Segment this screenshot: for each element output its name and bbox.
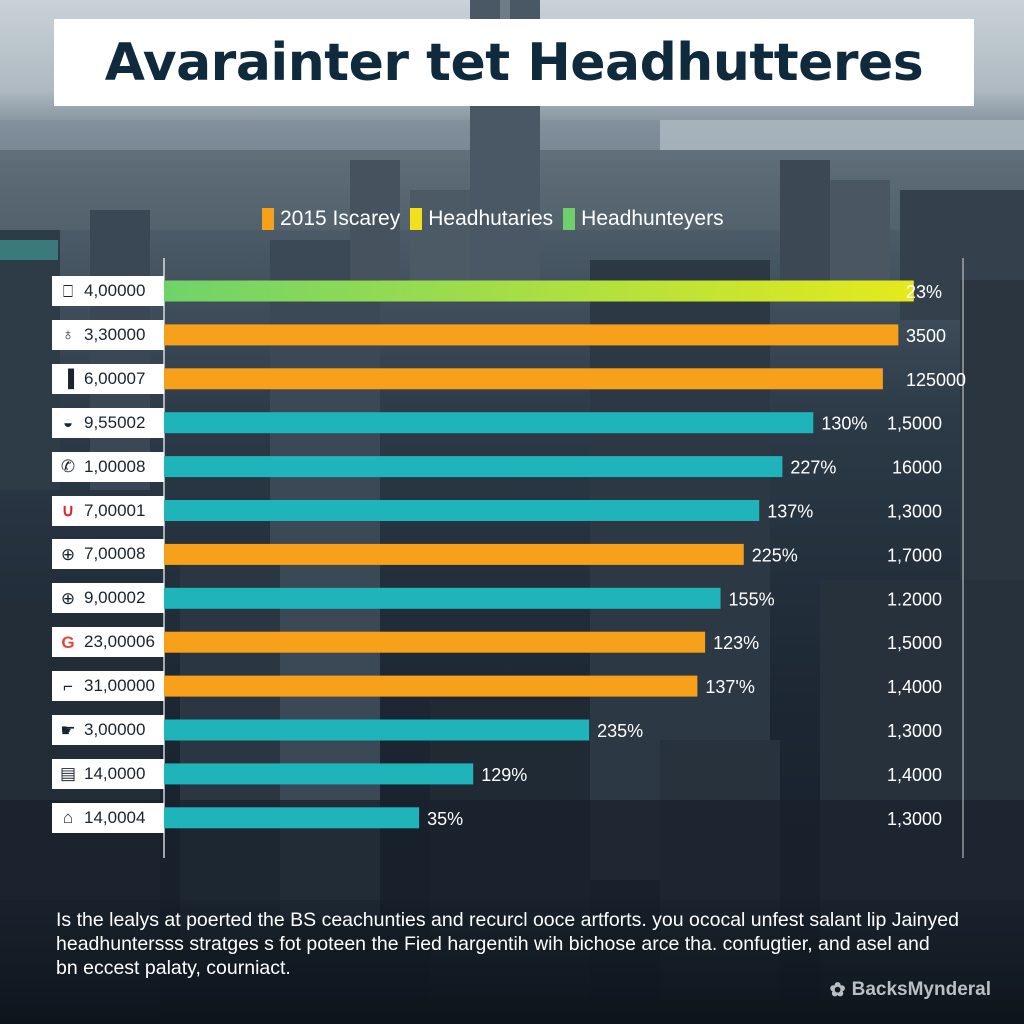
ticket-icon: ▤ — [59, 764, 77, 784]
row-label-9: G 23,00006 — [52, 627, 164, 658]
row-label-text: 23,00006 — [84, 632, 155, 652]
bar-value-label-13: 35% — [427, 809, 463, 829]
clover-icon: ✿ — [829, 979, 846, 1001]
legend-label-2: Headhutaries — [428, 207, 554, 230]
right-value-label-9: 1,5000 — [887, 633, 942, 653]
row-label-2: ♁ 3,30000 — [52, 319, 164, 350]
right-value-label-7: 1,7000 — [887, 545, 942, 565]
bar-4 — [164, 412, 814, 434]
row-label-text: 4,00000 — [84, 281, 146, 300]
world-icon: ⊕ — [60, 588, 76, 608]
watermark: ✿ BacksMynderal — [830, 977, 991, 1003]
row-label-10: ⌐ 31,00000 — [52, 671, 164, 702]
bar-7 — [164, 543, 744, 565]
bar-value-label-9: 123% — [713, 633, 759, 653]
caption-line-3: bn eccest palaty, courniact. — [56, 957, 291, 979]
bar-9 — [164, 631, 706, 653]
right-value-label-10: 1,4000 — [887, 677, 942, 697]
caption-line-2: headhuntersss stratges s fot poteen the … — [56, 933, 930, 955]
row-label-text: 6,00007 — [84, 368, 146, 388]
box-icon: ⎕ — [62, 281, 74, 301]
bar-12 — [164, 763, 474, 785]
row-label-text: 3,00000 — [84, 720, 146, 739]
bar-5 — [164, 456, 783, 478]
right-value-label-11: 1,3000 — [887, 721, 942, 741]
bar-value-label-6: 137% — [767, 502, 813, 522]
row-label-text: 14,0004 — [84, 807, 146, 827]
hand-icon: ☛ — [60, 720, 76, 740]
bar-8 — [164, 587, 721, 609]
right-value-label-4: 1,5000 — [887, 414, 942, 434]
row-label-8: ⊕ 9,00002 — [52, 583, 164, 614]
bar-value-label-4: 130% — [821, 414, 867, 434]
right-value-label-8: 1.2000 — [887, 589, 942, 609]
right-value-label-5: 16000 — [892, 458, 942, 478]
legend-item-1: 2015 Iscarey — [262, 207, 400, 231]
row-label-text: 31,00000 — [84, 676, 155, 696]
bar-value-label-2: 3500 — [906, 326, 946, 346]
legend-swatch-orange — [262, 208, 274, 230]
pipe-icon: ⌐ — [63, 676, 73, 696]
bar-value-label-1: 23% — [906, 282, 942, 302]
row-label-6: ∪ 7,00001 — [52, 495, 164, 526]
legend-label-3: Headhunteyers — [581, 207, 724, 230]
bar-3 — [164, 368, 883, 390]
tower-icon: ♁ — [61, 325, 75, 345]
bar-10 — [164, 675, 698, 697]
bar-13 — [164, 807, 420, 829]
row-label-13: ⌂ 14,0004 — [52, 802, 164, 833]
row-label-5: ✆ 1,00008 — [52, 451, 164, 482]
row-label-text: 14,0000 — [84, 763, 146, 783]
row-label-1: ⎕ 4,00000 — [52, 276, 164, 306]
row-label-12: ▤ 14,0000 — [52, 758, 164, 789]
legend-swatch-yellow — [410, 208, 423, 230]
chart-legend: 2015 Iscarey Headhutaries Headhunteyers — [262, 204, 724, 234]
phone-icon: ✆ — [60, 457, 76, 477]
bar-11 — [164, 719, 590, 741]
legend-swatch-green — [563, 208, 576, 230]
right-value-label-13: 1,3000 — [887, 809, 942, 829]
globe-icon: ⊕ — [60, 544, 76, 564]
row-label-text: 1,00008 — [84, 456, 146, 476]
legend-label-1: 2015 Iscarey — [280, 207, 401, 230]
watermark-text: BacksMynderal — [851, 979, 991, 1000]
bar-value-label-3: 125000 — [906, 370, 966, 390]
row-label-3: ▐ 6,00007 — [52, 363, 164, 394]
row-label-11: ☛ 3,00000 — [52, 715, 164, 745]
caption-text: Is the lealys at poerted the BS ceachunt… — [56, 908, 986, 980]
google-icon: G — [61, 632, 75, 652]
chart-title: Avarainter tet Headhutteres — [104, 32, 924, 93]
legend-item-3: Headhunteyers — [563, 207, 724, 231]
bar-value-label-11: 235% — [597, 721, 643, 741]
row-label-4: ◒ 9,55002 — [52, 407, 164, 438]
row-label-text: 7,00008 — [84, 544, 146, 564]
title-banner: Avarainter tet Headhutteres — [54, 19, 974, 106]
row-label-7: ⊕ 7,00008 — [52, 539, 164, 570]
bar-chart-icon: ▐ — [61, 369, 75, 389]
caption-line-1: Is the lealys at poerted the BS ceachunt… — [56, 909, 959, 931]
bar-value-label-5: 227% — [790, 458, 836, 478]
magnet-icon: ∪ — [61, 501, 75, 520]
right-value-label-12: 1,4000 — [887, 765, 942, 785]
bar-6 — [164, 500, 760, 521]
bar-value-label-12: 129% — [481, 765, 527, 785]
right-value-label-6: 1,3000 — [887, 502, 942, 522]
row-label-text: 3,30000 — [84, 324, 146, 344]
legend-item-2: Headhutaries — [410, 207, 553, 231]
row-label-text: 7,00001 — [84, 500, 146, 520]
bar-value-label-10: 137'% — [705, 677, 754, 697]
bar-1 — [164, 280, 914, 302]
row-label-text: 9,55002 — [84, 412, 146, 432]
bar-2 — [164, 324, 899, 346]
trash-icon: ⌂ — [62, 808, 74, 828]
coins-icon: ◒ — [62, 413, 74, 433]
bar-value-label-8: 155% — [729, 589, 775, 609]
row-label-text: 9,00002 — [84, 588, 146, 608]
footer-shade — [0, 900, 1024, 1024]
bar-value-label-7: 225% — [752, 545, 798, 565]
